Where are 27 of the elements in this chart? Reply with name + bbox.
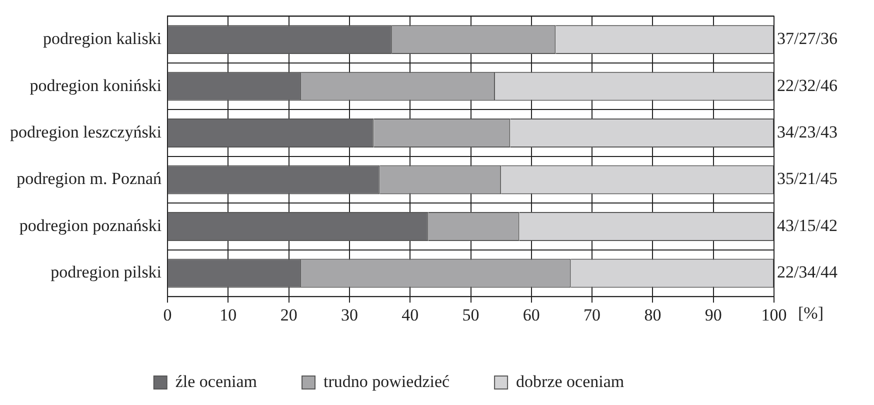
x-tick-label: 60 xyxy=(522,305,540,324)
text: 22/32/46 xyxy=(777,76,838,95)
text: 35/21/45 xyxy=(777,169,838,188)
legend-label: źle oceniam xyxy=(175,372,258,391)
legend-label: trudno powiedzieć xyxy=(324,372,450,391)
x-tick-label: 90 xyxy=(704,305,722,324)
text: 43/15/42 xyxy=(777,216,838,235)
x-tick-label: 40 xyxy=(402,305,419,324)
x-tick-label: 30 xyxy=(340,305,358,324)
y-tick-label: podregion pilski xyxy=(50,262,162,282)
text: 22/34/44 xyxy=(777,262,838,282)
x-tick-label: 0 xyxy=(163,305,172,324)
x-tick-label: 50 xyxy=(462,305,480,324)
x-tick-label: 80 xyxy=(644,305,662,324)
legend-label: dobrze oceniam xyxy=(516,372,624,391)
text: 34/23/43 xyxy=(777,122,838,142)
y-tick-label: podregion poznański xyxy=(19,216,162,235)
y-tick-label: podregion kaliski xyxy=(43,29,162,48)
y-tick-label: podregion m. Poznań xyxy=(16,169,162,188)
x-tick-label: 70 xyxy=(584,305,601,324)
x-tick-label: 100 xyxy=(761,305,787,324)
text: 37/27/36 xyxy=(777,29,838,48)
x-tick-label: 20 xyxy=(280,305,298,324)
y-tick-label: podregion koniński xyxy=(30,76,162,95)
y-tick-label: podregion leszczyński xyxy=(10,122,162,142)
x-axis-title: [%] xyxy=(798,304,824,323)
x-tick-label: 10 xyxy=(220,305,237,324)
